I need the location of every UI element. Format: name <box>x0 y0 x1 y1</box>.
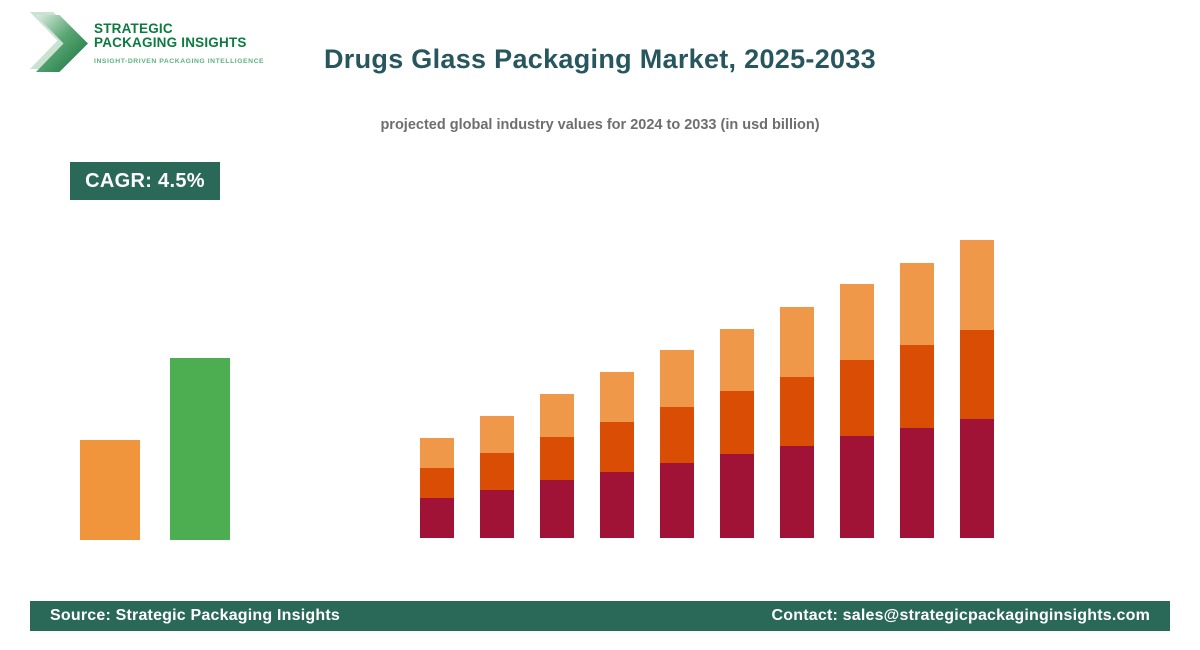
bar-segment-segment-bottom <box>720 454 754 538</box>
bar-segment-segment-top <box>480 416 514 453</box>
bar-segment-segment-middle <box>420 468 454 498</box>
bar-segment-segment-bottom <box>420 498 454 538</box>
bar-segment-segment-middle <box>720 391 754 454</box>
bar-segment-segment-middle <box>600 422 634 472</box>
bar-segment-segment-top <box>840 284 874 360</box>
bar-segment-segment-bottom <box>780 446 814 538</box>
cagr-badge: CAGR: 4.5% <box>70 162 220 200</box>
stacked-bar-column-2030 <box>780 292 814 538</box>
bar-segment-segment-middle <box>780 377 814 446</box>
bar-segment-segment-bottom <box>660 463 694 538</box>
stacked-bar-column-2024 <box>420 423 454 538</box>
brand-tagline: INSIGHT-DRIVEN PACKAGING INTELLIGENCE <box>94 57 265 65</box>
footer-source-text: Source: Strategic Packaging Insights <box>50 607 340 624</box>
stacked-bar-column-2029 <box>720 314 754 538</box>
footer-bar: Source: Strategic Packaging Insights Con… <box>30 601 1170 631</box>
stacked-bar-column-2027 <box>600 357 634 538</box>
page-title: Drugs Glass Packaging Market, 2025-2033 <box>324 44 876 74</box>
bar-segment-segment-top <box>720 329 754 391</box>
bar-segment-segment-top <box>540 394 574 437</box>
bar-segment-segment-bottom <box>480 490 514 538</box>
stacked-bar-column-2025 <box>480 401 514 538</box>
brand-name-line1: STRATEGIC <box>94 21 173 36</box>
bar-2033 <box>170 358 230 540</box>
mini-bar-column-2024 <box>80 426 140 540</box>
bar-segment-segment-bottom <box>840 436 874 538</box>
bar-segment-segment-bottom <box>900 428 934 538</box>
bar-segment-segment-middle <box>900 345 934 428</box>
mini-bar-column-2033 <box>170 344 230 540</box>
yearly-projection-chart <box>420 225 994 538</box>
bar-segment-segment-middle <box>480 453 514 490</box>
bar-segment-segment-middle <box>960 330 994 419</box>
stacked-bar-column-2028 <box>660 335 694 538</box>
bar-segment-segment-bottom <box>960 419 994 538</box>
bar-segment-segment-bottom <box>540 480 574 538</box>
bar-segment-segment-top <box>900 263 934 345</box>
stacked-bar-column-2032 <box>900 248 934 538</box>
bar-segment-segment-middle <box>840 360 874 436</box>
bar-segment-segment-top <box>960 240 994 330</box>
footer-contact-text: Contact: sales@strategicpackaginginsight… <box>771 607 1150 624</box>
bar-segment-segment-middle <box>540 437 574 480</box>
bar-segment-segment-top <box>420 438 454 468</box>
brand-logo: STRATEGIC PACKAGING INSIGHTS INSIGHT-DRI… <box>30 12 264 72</box>
summary-growth-chart <box>80 344 230 540</box>
stacked-bar-column-2031 <box>840 269 874 538</box>
stacked-bar-column-2026 <box>540 379 574 538</box>
brand-text: STRATEGIC PACKAGING INSIGHTS INSIGHT-DRI… <box>94 12 264 65</box>
bar-segment-segment-top <box>600 372 634 422</box>
bar-segment-segment-bottom <box>600 472 634 538</box>
bar-2024 <box>80 440 140 540</box>
stacked-bar-column-2033 <box>960 225 994 538</box>
brand-chevron-icon <box>30 12 94 72</box>
page-subtitle: projected global industry values for 202… <box>380 117 820 133</box>
brand-name-line2: PACKAGING INSIGHTS <box>94 35 247 51</box>
bar-segment-segment-top <box>660 350 694 407</box>
bar-segment-segment-top <box>780 307 814 377</box>
bar-segment-segment-middle <box>660 407 694 463</box>
